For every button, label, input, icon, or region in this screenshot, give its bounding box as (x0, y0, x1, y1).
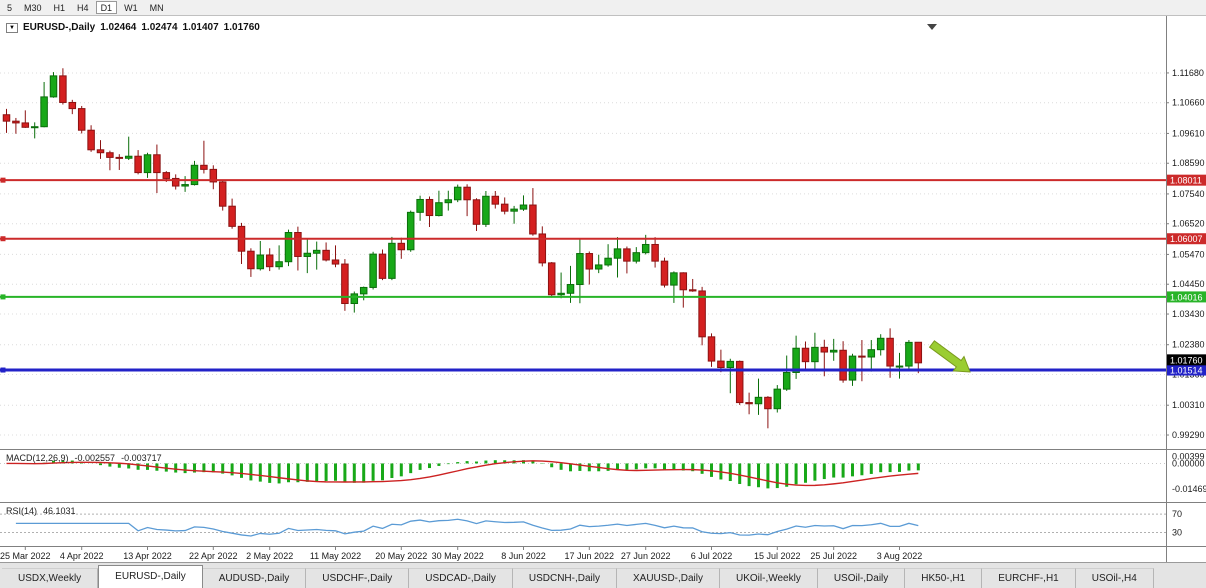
chart-tabs-bar: USDX,Weekly EURUSD-,Daily AUDUSD-,Daily USD… (0, 562, 1206, 588)
date-tick-label: 4 Apr 2022 (60, 551, 104, 561)
date-tick-label: 13 Apr 2022 (123, 551, 172, 561)
price-tick-label: 1.05470 (1172, 249, 1205, 259)
chart-tab-usdcad-daily[interactable]: USDCAD-,Daily (409, 568, 513, 588)
timeframe-button-W1[interactable]: W1 (124, 3, 138, 13)
timeframe-button-M30[interactable]: M30 (24, 3, 42, 13)
chart-area[interactable]: 1.11680 1.10660 1.09610 1.08590 1.07540 1.065… (0, 16, 1206, 562)
timeframe-toolbar: 5 M30 H1 H4 D1 W1 MN (0, 0, 1206, 16)
chart-tab-usdx-weekly[interactable]: USDX,Weekly (2, 568, 99, 588)
chart-tab-ukoil-weekly[interactable]: UKOil-,Weekly (720, 568, 818, 588)
macd-axis-label: 0.00000 (1172, 458, 1205, 468)
price-tick-label: 1.09610 (1172, 128, 1205, 138)
svg-text:1.01514: 1.01514 (1170, 366, 1203, 376)
price-tick-label: 1.07540 (1172, 189, 1205, 199)
rsi-axis-label: 30 (1172, 528, 1182, 538)
chart-tab-usoil-daily[interactable]: USOil-,Daily (817, 568, 906, 588)
price-tick-label: 1.04450 (1172, 279, 1205, 289)
date-tick-label: 17 Jun 2022 (565, 551, 615, 561)
date-tick-label: 27 Jun 2022 (621, 551, 671, 561)
chart-tab-hk50-h1[interactable]: HK50-,H1 (905, 568, 983, 588)
chart-canvas[interactable]: 1.11680 1.10660 1.09610 1.08590 1.07540 1.065… (0, 16, 1206, 562)
timeframe-button-H4[interactable]: H4 (77, 3, 89, 13)
date-tick-label: 2 May 2022 (246, 551, 293, 561)
price-tick-label: 1.06520 (1172, 219, 1205, 229)
timeframe-button-D1[interactable]: D1 (95, 1, 118, 14)
macd-axis-label: -0.01469 (1172, 484, 1206, 494)
chart-tab-eurchf-h1[interactable]: EURCHF-,H1 (982, 568, 1076, 588)
svg-text:1.06007: 1.06007 (1170, 234, 1203, 244)
chart-tab-audusd-daily[interactable]: AUDUSD-,Daily (202, 568, 307, 588)
price-marker-1.08011 (1167, 174, 1206, 186)
price-marker-1.06007 (1167, 233, 1206, 245)
macd-axis-label: 0.00399 (1172, 451, 1205, 461)
price-tick-label: 1.08590 (1172, 158, 1205, 168)
chart-tab-usdcnh-daily[interactable]: USDCNH-,Daily (512, 568, 617, 588)
price-tick-label: 1.11680 (1172, 68, 1204, 78)
date-tick-label: 11 May 2022 (310, 551, 361, 561)
rsi-line (15, 518, 919, 537)
price-tick-label: 1.03430 (1172, 309, 1205, 319)
down-arrow-annotation[interactable] (928, 340, 971, 373)
price-tick-label: 0.99290 (1172, 430, 1205, 440)
price-tick-label: 1.00310 (1172, 400, 1205, 410)
rsi-axis-label: 70 (1172, 509, 1182, 519)
svg-text:1.01760: 1.01760 (1170, 355, 1203, 365)
date-tick-label: 20 May 2022 (375, 551, 427, 561)
date-tick-label: 25 Mar 2022 (0, 551, 51, 561)
line-handle[interactable] (0, 236, 6, 242)
line-handle[interactable] (0, 294, 6, 300)
date-tick-label: 30 May 2022 (432, 551, 484, 561)
timeframe-button-5[interactable]: 5 (7, 3, 13, 13)
line-handle[interactable] (0, 367, 6, 373)
date-tick-label: 22 Apr 2022 (189, 551, 238, 561)
chart-shift-marker (927, 24, 937, 30)
timeframe-button-MN[interactable]: MN (149, 3, 164, 13)
macd-histogram (14, 460, 920, 489)
timeframe-button-H1[interactable]: H1 (53, 3, 66, 13)
date-tick-label: 8 Jun 2022 (501, 551, 546, 561)
date-tick-label: 6 Jul 2022 (691, 551, 733, 561)
triangle-down-icon: ▼ (9, 24, 15, 31)
price-axis-background (1166, 16, 1206, 562)
line-handle[interactable] (0, 177, 6, 183)
chart-tab-usoil-h4[interactable]: USOil-,H4 (1075, 568, 1154, 588)
svg-text:1.08011: 1.08011 (1170, 176, 1202, 186)
date-tick-label: 3 Aug 2022 (877, 551, 923, 561)
chart-tab-usdchf-daily[interactable]: USDCHF-,Daily (306, 568, 410, 588)
svg-text:1.04016: 1.04016 (1170, 292, 1203, 302)
price-tick-label: 1.02380 (1172, 340, 1205, 350)
price-marker-1.01514 (1167, 364, 1206, 376)
price-marker-1.04016 (1167, 291, 1206, 303)
chart-tab-xauusd-daily[interactable]: XAUUSD-,Daily (616, 568, 720, 588)
macd-signal-line (6, 460, 919, 487)
one-click-trading-toggle[interactable]: ▼ (6, 22, 18, 33)
chart-tab-eurusd-daily[interactable]: EURUSD-,Daily (98, 565, 203, 588)
date-tick-label: 25 Jul 2022 (810, 551, 857, 561)
price-tick-label: 1.10660 (1172, 98, 1205, 108)
current-price-marker (1167, 354, 1206, 366)
date-tick-label: 15 Jul 2022 (754, 551, 801, 561)
